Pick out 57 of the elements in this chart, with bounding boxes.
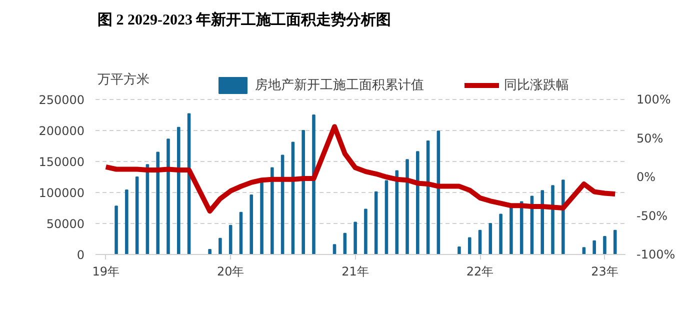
- bar: [343, 232, 347, 254]
- y2-tick-label: -100%: [636, 248, 676, 262]
- bar: [239, 212, 243, 254]
- bar: [135, 176, 139, 254]
- chart-title: 图 2 2029-2023 年新开工施工面积走势分析图: [98, 10, 392, 28]
- bar: [312, 114, 316, 254]
- x-tick-label: 23年: [591, 264, 618, 278]
- y2-tick-label: 100%: [636, 92, 671, 106]
- y2-tick-label: 50%: [636, 131, 664, 146]
- bar: [510, 206, 513, 254]
- y-tick-label: 100000: [38, 186, 85, 200]
- bar: [250, 194, 254, 254]
- bar: [384, 180, 388, 254]
- bar: [499, 214, 502, 254]
- bar: [302, 130, 305, 254]
- bar: [332, 244, 336, 254]
- bar: [592, 240, 596, 254]
- y-tick-label: 200000: [38, 124, 85, 138]
- bar: [208, 249, 212, 254]
- bar: [551, 185, 554, 254]
- y2-tick-label: 0%: [636, 170, 656, 184]
- bar: [468, 237, 472, 254]
- bar: [374, 191, 378, 254]
- bar: [488, 223, 492, 254]
- y2-tick-label: -50%: [636, 208, 668, 223]
- bar: [114, 206, 118, 254]
- bar: [156, 152, 160, 254]
- bar: [218, 238, 222, 254]
- legend-label: 同比涨跌幅: [504, 77, 569, 94]
- bar: [416, 151, 420, 254]
- bar: [176, 126, 180, 254]
- legend-label: 房地产新开工施工面积累计值: [255, 77, 424, 94]
- bar: [603, 236, 606, 254]
- bar: [354, 222, 357, 254]
- bar: [364, 208, 368, 254]
- bar: [540, 190, 544, 254]
- bar: [458, 246, 461, 254]
- bar: [125, 190, 128, 254]
- bar: [228, 224, 232, 254]
- y-tick-label: 150000: [38, 155, 85, 169]
- bar: [478, 230, 482, 254]
- x-tick-label: 19年: [92, 264, 120, 278]
- bar: [406, 159, 409, 254]
- bar: [582, 247, 586, 254]
- y-tick-label: 50000: [46, 217, 85, 231]
- bar: [166, 138, 170, 254]
- x-tick-label: 22年: [466, 264, 494, 278]
- bar: [395, 170, 399, 254]
- bar: [270, 167, 274, 254]
- bar: [260, 182, 264, 254]
- y-tick-label: 0: [76, 248, 85, 262]
- x-tick-label: 21年: [342, 264, 369, 278]
- y-axis-title: 万平方米: [98, 72, 150, 88]
- bar: [562, 180, 565, 254]
- bar: [613, 230, 617, 254]
- y-tick-label: 250000: [38, 93, 85, 107]
- x-tick-label: 20年: [216, 264, 244, 278]
